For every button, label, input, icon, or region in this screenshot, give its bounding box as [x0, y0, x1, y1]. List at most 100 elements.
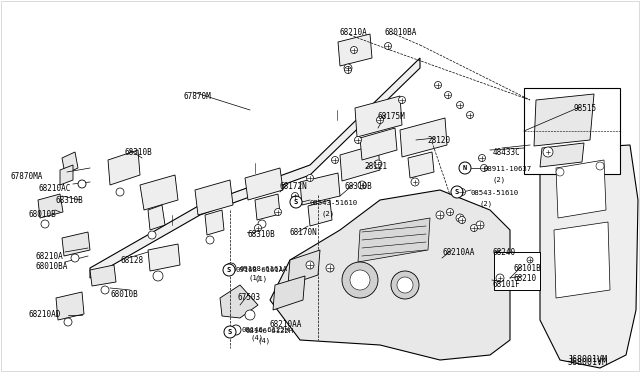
Text: (4): (4) — [258, 338, 271, 344]
Polygon shape — [270, 190, 510, 360]
Text: 68010BA: 68010BA — [385, 28, 417, 37]
Circle shape — [101, 286, 109, 294]
Circle shape — [411, 178, 419, 186]
Circle shape — [342, 262, 378, 298]
Text: 28121: 28121 — [364, 162, 387, 171]
Polygon shape — [60, 165, 73, 185]
Circle shape — [436, 211, 444, 219]
Polygon shape — [62, 152, 78, 174]
Circle shape — [385, 42, 392, 49]
Circle shape — [78, 180, 86, 188]
Circle shape — [374, 160, 382, 168]
Circle shape — [458, 217, 465, 224]
Circle shape — [350, 270, 370, 290]
Text: 68210: 68210 — [514, 274, 537, 283]
Polygon shape — [408, 152, 434, 178]
Polygon shape — [245, 168, 283, 200]
Text: 09168-6161A: 09168-6161A — [236, 267, 284, 273]
Text: 68240: 68240 — [493, 248, 516, 257]
Circle shape — [351, 46, 358, 54]
Circle shape — [481, 164, 488, 171]
Text: 68310B: 68310B — [345, 182, 372, 191]
Circle shape — [447, 208, 454, 215]
Polygon shape — [556, 160, 606, 218]
Text: 09168-6161A: 09168-6161A — [240, 266, 288, 272]
Polygon shape — [62, 232, 90, 256]
Polygon shape — [540, 145, 638, 368]
Circle shape — [496, 274, 504, 282]
Text: 98515: 98515 — [574, 104, 597, 113]
Text: 67870MA: 67870MA — [10, 172, 42, 181]
Polygon shape — [148, 244, 180, 271]
Text: (2): (2) — [322, 210, 335, 217]
Circle shape — [476, 221, 484, 229]
Polygon shape — [108, 150, 140, 185]
Polygon shape — [524, 88, 620, 174]
Text: J68001VM: J68001VM — [568, 355, 608, 364]
Circle shape — [306, 261, 314, 269]
Circle shape — [344, 67, 351, 74]
Circle shape — [445, 92, 451, 99]
Text: 67503: 67503 — [238, 293, 261, 302]
Text: 68310B: 68310B — [247, 230, 275, 239]
Polygon shape — [90, 265, 116, 286]
Circle shape — [307, 174, 314, 182]
Text: S: S — [455, 189, 459, 195]
Text: S: S — [228, 329, 232, 335]
Text: 68310B: 68310B — [55, 196, 83, 205]
Polygon shape — [38, 194, 63, 218]
Circle shape — [226, 263, 236, 273]
Polygon shape — [288, 250, 320, 285]
Text: 68210AC: 68210AC — [38, 184, 70, 193]
Polygon shape — [140, 175, 178, 210]
Circle shape — [116, 188, 124, 196]
Polygon shape — [355, 96, 402, 137]
Text: 68010B: 68010B — [110, 290, 138, 299]
Text: 08543-51610: 08543-51610 — [310, 200, 358, 206]
Polygon shape — [195, 180, 233, 215]
Polygon shape — [205, 210, 224, 235]
Circle shape — [358, 181, 366, 189]
Text: 28120: 28120 — [427, 136, 450, 145]
Polygon shape — [148, 205, 165, 230]
Text: (4): (4) — [250, 335, 263, 341]
Text: (2): (2) — [493, 176, 506, 183]
Circle shape — [326, 264, 334, 272]
Circle shape — [543, 147, 553, 157]
Polygon shape — [540, 143, 584, 167]
Circle shape — [470, 224, 477, 231]
Text: 68210A: 68210A — [35, 252, 63, 261]
Text: S: S — [227, 267, 231, 273]
Circle shape — [223, 264, 235, 276]
Text: 68010B: 68010B — [28, 210, 56, 219]
Circle shape — [458, 189, 465, 196]
Circle shape — [255, 224, 262, 231]
Text: J68001VM: J68001VM — [568, 358, 608, 367]
Polygon shape — [554, 222, 610, 298]
Circle shape — [435, 81, 442, 89]
Polygon shape — [360, 128, 397, 160]
Polygon shape — [358, 218, 430, 262]
Text: (1): (1) — [255, 276, 268, 282]
Text: 68101F: 68101F — [493, 280, 521, 289]
Circle shape — [391, 271, 419, 299]
Polygon shape — [308, 200, 332, 226]
Circle shape — [291, 192, 298, 199]
Text: S: S — [294, 199, 298, 205]
Polygon shape — [220, 285, 258, 318]
Circle shape — [148, 231, 156, 239]
Circle shape — [153, 271, 163, 281]
Circle shape — [527, 257, 533, 263]
Polygon shape — [273, 276, 305, 310]
Text: 68101B: 68101B — [514, 264, 541, 273]
Circle shape — [344, 64, 352, 72]
Polygon shape — [494, 252, 540, 290]
Text: N: N — [463, 165, 467, 171]
Text: 68010BA: 68010BA — [35, 262, 67, 271]
Text: 68210AD: 68210AD — [28, 310, 60, 319]
Circle shape — [224, 326, 236, 338]
Polygon shape — [300, 173, 340, 205]
Text: 08911-10637: 08911-10637 — [484, 166, 532, 172]
Circle shape — [397, 277, 413, 293]
Circle shape — [376, 116, 383, 124]
